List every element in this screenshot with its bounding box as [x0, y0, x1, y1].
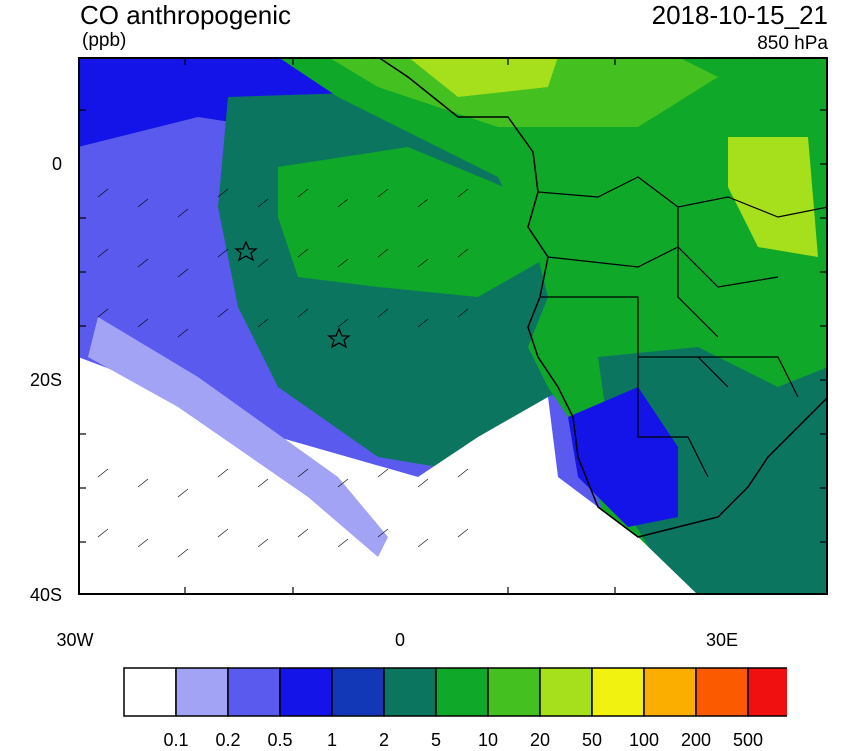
colorbar-swatch	[123, 667, 177, 717]
colorbar	[123, 667, 787, 717]
field-green-core	[278, 147, 548, 297]
timestamp-label: 2018-10-15_21	[651, 0, 828, 30]
field-east-yellowgreen	[728, 137, 818, 257]
lat-label-20s: 20S	[29, 370, 62, 390]
field-light-streak	[88, 317, 388, 557]
field-white-streak	[78, 377, 278, 537]
colorbar-label: 50	[581, 730, 603, 750]
colorbar-swatch	[539, 667, 593, 717]
colorbar-swatch	[435, 667, 489, 717]
colorbar-label: 2	[378, 730, 390, 750]
minor-ticks	[78, 57, 828, 595]
wind-barbs	[97, 188, 469, 558]
star-icon	[327, 327, 351, 349]
star-icon	[234, 240, 258, 262]
lat-label-40s: 40S	[29, 585, 62, 605]
colorbar-label: 100	[628, 730, 660, 750]
colorbar-label: 0.5	[267, 730, 293, 750]
pressure-level-label: 850 hPa	[757, 33, 828, 54]
lon-label-30w: 30W	[56, 630, 94, 650]
country-borders	[537, 176, 828, 478]
coastline	[377, 57, 828, 538]
colorbar-label: 0.2	[215, 730, 241, 750]
colorbar-swatch	[747, 667, 787, 717]
field-white-south	[78, 357, 698, 595]
colorbar-label: 20	[529, 730, 551, 750]
colorbar-label: 0.1	[163, 730, 189, 750]
colorbar-swatch	[643, 667, 697, 717]
lon-label-30e: 30E	[705, 630, 739, 650]
map-title: CO anthropogenic	[80, 0, 292, 30]
lat-label-0: 0	[51, 154, 62, 174]
units-label: (ppb)	[82, 30, 127, 51]
colorbar-swatch	[383, 667, 437, 717]
colorbar-label: 5	[430, 730, 442, 750]
colorbar-label: 500	[732, 730, 764, 750]
colorbar-label: 200	[680, 730, 712, 750]
colorbar-swatch	[487, 667, 541, 717]
colorbar-swatch	[227, 667, 281, 717]
colorbar-swatch	[331, 667, 385, 717]
colorbar-swatch	[279, 667, 333, 717]
colorbar-label: 10	[477, 730, 499, 750]
field-blue-south-africa	[568, 387, 678, 527]
colorbar-swatch	[591, 667, 645, 717]
lon-label-0: 0	[394, 630, 406, 650]
colorbar-label: 1	[326, 730, 338, 750]
field-north-yellowgreen	[408, 57, 558, 97]
field-africa-bright	[328, 57, 718, 127]
colorbar-swatch	[175, 667, 229, 717]
colorbar-swatch	[695, 667, 749, 717]
co-concentration-map	[78, 57, 828, 595]
